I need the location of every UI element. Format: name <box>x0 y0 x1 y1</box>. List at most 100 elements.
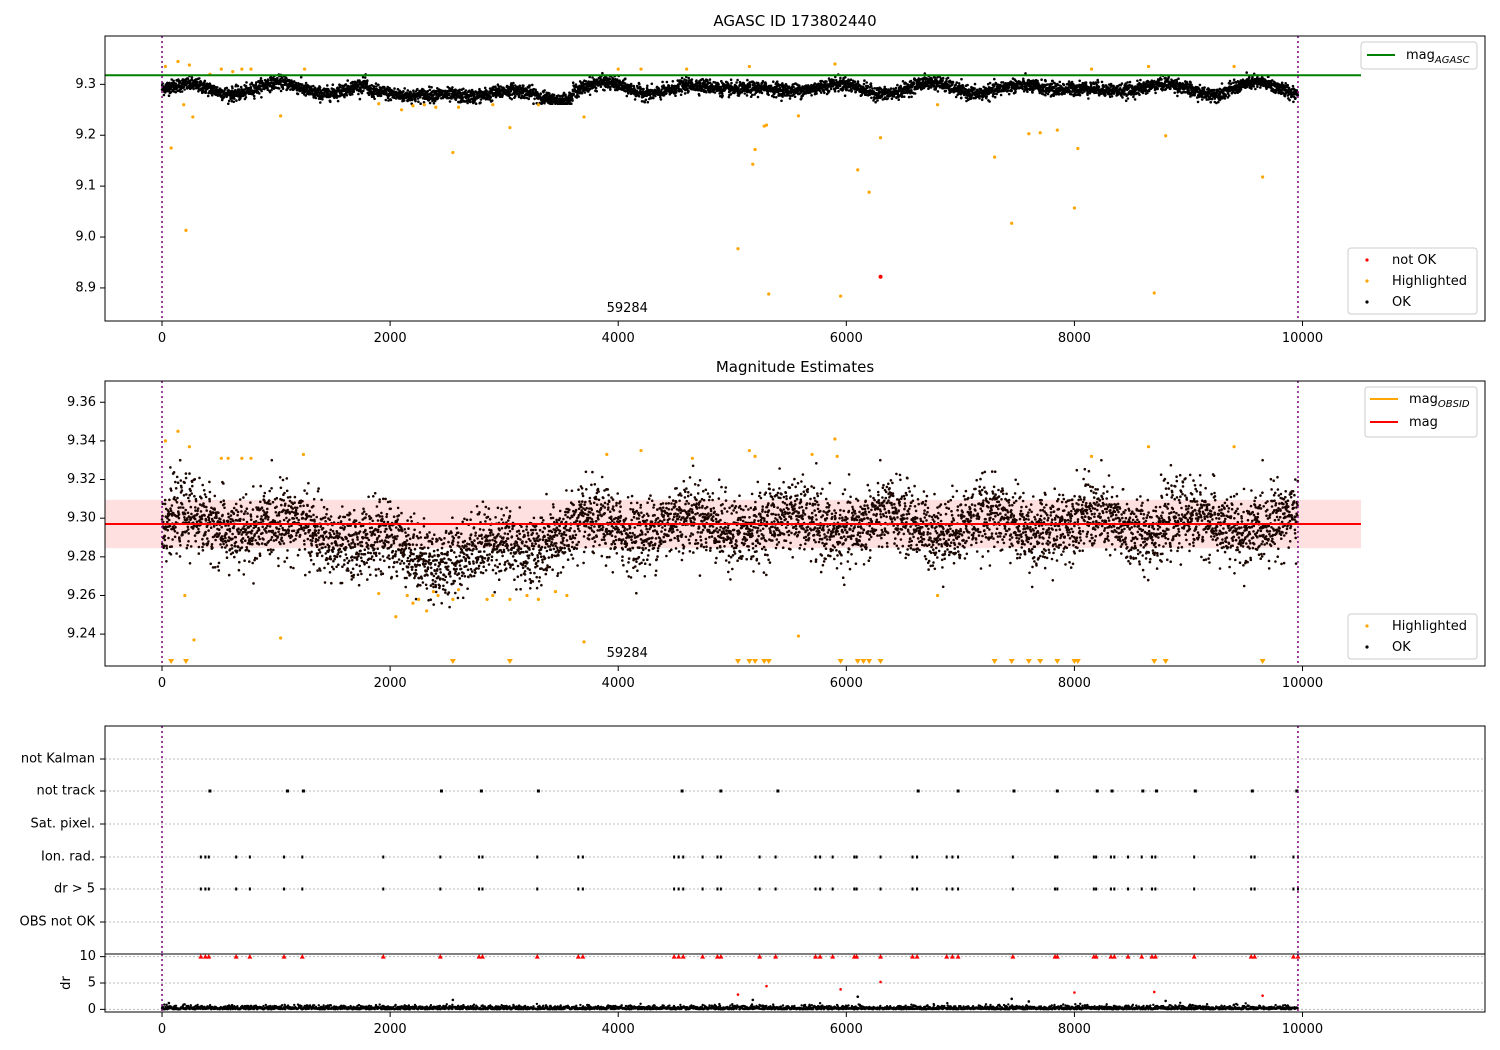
ok-point <box>321 95 324 99</box>
ok-point <box>609 88 612 91</box>
ok-point <box>451 86 454 89</box>
ok-point <box>571 81 575 84</box>
ok-point <box>363 76 367 79</box>
ok-point <box>222 96 226 99</box>
ok-point <box>307 84 311 88</box>
ok-point <box>552 93 556 97</box>
ok-point <box>633 98 637 101</box>
ok-point <box>304 81 308 85</box>
ok-point <box>713 91 717 94</box>
ok-point <box>361 75 365 79</box>
ok-point <box>182 85 186 89</box>
ok-point <box>599 85 603 88</box>
ok-point <box>679 93 683 97</box>
ok-point <box>386 96 390 100</box>
ok-point <box>514 94 517 98</box>
ok-point <box>825 80 828 83</box>
ok-point <box>680 76 684 80</box>
ok-point <box>227 99 231 103</box>
ok-point <box>624 77 627 80</box>
ok-point <box>993 77 996 81</box>
ok-point <box>625 94 629 98</box>
ok-point <box>259 85 262 88</box>
ok-point <box>1096 78 1099 82</box>
ok-point <box>232 100 236 104</box>
ok-point <box>980 98 984 102</box>
ok-point <box>236 84 240 88</box>
ok-point <box>1078 79 1081 83</box>
ok-point <box>746 78 749 82</box>
ok-point <box>464 89 468 92</box>
ok-point <box>705 90 708 94</box>
ok-point <box>638 82 641 86</box>
ok-point <box>372 85 376 89</box>
ok-point <box>880 95 884 98</box>
ok-point <box>594 86 598 90</box>
ok-point <box>845 88 849 92</box>
ok-point <box>1078 93 1082 97</box>
ok-point <box>314 96 318 100</box>
ok-point <box>490 99 494 102</box>
ok-point <box>362 89 365 93</box>
ok-point <box>781 95 784 98</box>
ok-point <box>886 97 889 100</box>
ok-point <box>810 94 813 97</box>
ok-point <box>823 91 826 95</box>
ok-point <box>654 94 657 98</box>
ok-point <box>1044 93 1047 97</box>
ok-point <box>748 83 752 86</box>
ok-point <box>190 76 194 79</box>
ok-point <box>909 79 913 83</box>
ok-point <box>430 86 433 89</box>
ok-point <box>844 76 847 79</box>
ok-point <box>936 90 940 93</box>
ok-point <box>489 96 493 99</box>
ok-point <box>913 92 917 95</box>
ok-point <box>1100 80 1104 84</box>
ok-point <box>910 89 913 92</box>
ok-point <box>743 92 747 95</box>
ok-point <box>896 83 899 87</box>
ok-point <box>245 81 248 84</box>
ok-point <box>849 78 853 81</box>
ok-point <box>266 79 270 83</box>
agasc-panel: AGASC ID 173802440 59284 8.9 9.0 9.1 9.2… <box>75 12 1486 346</box>
ok-point <box>1044 79 1047 83</box>
ok-point <box>945 79 948 83</box>
ok-point <box>510 97 513 101</box>
ok-point <box>659 98 663 101</box>
ok-point <box>180 90 184 93</box>
ok-point <box>745 94 749 97</box>
ok-point <box>339 84 343 87</box>
ok-point <box>760 91 764 95</box>
ok-point <box>988 100 991 103</box>
ok-point <box>352 90 356 93</box>
ok-point <box>170 78 173 81</box>
ok-point <box>889 87 893 90</box>
ok-point <box>737 86 740 90</box>
ok-point <box>680 90 684 93</box>
ok-point <box>595 89 598 93</box>
ok-point <box>358 79 361 82</box>
ok-point <box>642 87 645 91</box>
ok-point <box>827 89 831 93</box>
ok-point <box>345 93 349 97</box>
ok-point <box>856 80 860 83</box>
ok-point <box>281 83 284 87</box>
ok-point <box>292 80 296 83</box>
ok-point <box>955 81 959 84</box>
ok-point <box>1010 89 1013 92</box>
ok-point <box>832 78 835 82</box>
ok-point <box>910 95 913 99</box>
ok-point <box>384 98 388 102</box>
ok-point <box>252 94 256 98</box>
ok-point <box>946 76 950 80</box>
agasc-ok-points <box>160 71 1300 105</box>
ok-point <box>419 102 422 105</box>
ok-point <box>522 84 525 87</box>
ok-point <box>960 77 963 81</box>
ok-point <box>973 87 976 90</box>
ok-point <box>533 97 536 101</box>
ok-point <box>373 97 376 101</box>
ok-point <box>756 95 760 99</box>
